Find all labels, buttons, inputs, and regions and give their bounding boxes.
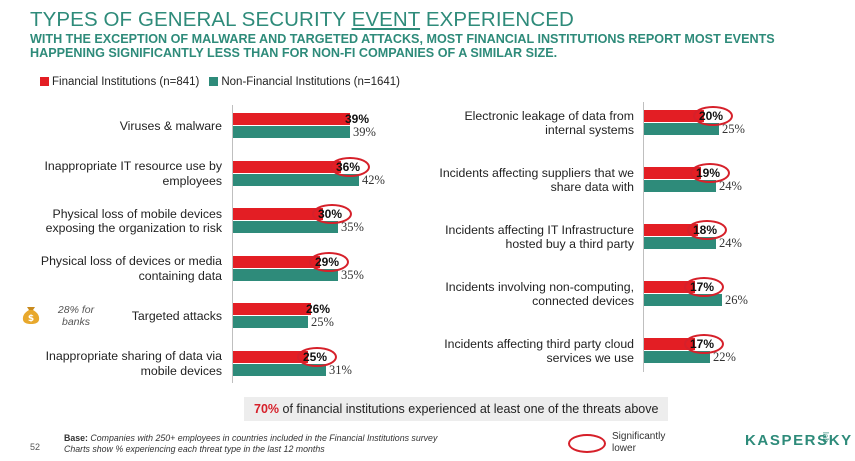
bar-fi bbox=[233, 160, 341, 173]
category-label: Inappropriate IT resource use by employe… bbox=[44, 159, 223, 188]
value-label-nonfi: 25% bbox=[722, 122, 745, 136]
kaspersky-logo: KASPERSKY bbox=[745, 432, 853, 449]
significance-ellipse bbox=[330, 156, 370, 177]
bar-nonfi bbox=[233, 268, 338, 281]
legend-item-fi: Financial Institutions (n=841) bbox=[40, 76, 199, 88]
legend-swatch-fi bbox=[40, 77, 49, 86]
bar-nonfi bbox=[233, 126, 350, 138]
callout-percent: 70% bbox=[254, 402, 280, 416]
value-label-nonfi: 35% bbox=[341, 220, 364, 234]
significance-ellipse bbox=[684, 334, 724, 354]
category-label: Physical loss of devices or media contai… bbox=[40, 254, 222, 283]
category-axis-2 bbox=[643, 102, 644, 372]
category-label: Incidents involving non-computing, conne… bbox=[445, 279, 634, 309]
bar-fi bbox=[233, 208, 323, 220]
page-subtitle: WITH THE EXCEPTION OF MALWARE AND TARGET… bbox=[30, 32, 775, 60]
banks-note: 28% for banks bbox=[57, 304, 95, 328]
category-label: Targeted attacks bbox=[131, 308, 222, 323]
category-label: Incidents affecting suppliers that we sh… bbox=[439, 165, 634, 195]
value-label-nonfi: 26% bbox=[725, 293, 748, 307]
significance-ellipse bbox=[693, 106, 733, 126]
page-number: 52 bbox=[30, 442, 41, 452]
legend-item-nonfi: Non-Financial Institutions (n=1641) bbox=[209, 76, 400, 88]
bar-fi bbox=[644, 281, 695, 293]
value-label-nonfi: 31% bbox=[329, 362, 352, 377]
value-label-nonfi: 24% bbox=[719, 179, 742, 193]
value-label-nonfi: 25% bbox=[311, 315, 334, 329]
category-label: Physical loss of mobile devices exposing… bbox=[45, 206, 222, 236]
money-bag-icon: $ bbox=[22, 307, 40, 324]
bar-nonfi bbox=[233, 316, 308, 328]
significance-ellipse bbox=[687, 220, 727, 240]
value-label-nonfi: 24% bbox=[719, 236, 742, 250]
significance-key-ellipse bbox=[568, 434, 606, 453]
category-label: Electronic leakage of data from internal… bbox=[464, 108, 634, 138]
bar-nonfi bbox=[644, 237, 716, 249]
bar-fi bbox=[233, 255, 320, 268]
significance-ellipse bbox=[684, 277, 724, 297]
page-title: TYPES OF GENERAL SECURITY EVENT EXPERIEN… bbox=[30, 8, 574, 31]
category-label: Viruses & malware bbox=[119, 118, 222, 133]
significance-ellipse bbox=[309, 251, 349, 272]
category-label: Inappropriate sharing of data via mobile… bbox=[45, 349, 222, 378]
title-event-word: EVENT bbox=[351, 8, 421, 31]
chart-legend: Financial Institutions (n=841) Non-Finan… bbox=[40, 76, 400, 88]
category-label: Incidents affecting IT Infrastructure ho… bbox=[445, 222, 634, 252]
bar-nonfi bbox=[233, 363, 326, 376]
bar-nonfi bbox=[644, 123, 719, 135]
footer-note: Base: Companies with 250+ employees in c… bbox=[64, 433, 438, 454]
bar-fi bbox=[233, 303, 311, 315]
bar-fi bbox=[644, 167, 701, 179]
significance-ellipse bbox=[690, 163, 730, 183]
bar-nonfi bbox=[644, 180, 716, 192]
kaspersky-lab-mark: lab bbox=[821, 432, 830, 443]
bar-nonfi bbox=[233, 173, 359, 186]
svg-text:$: $ bbox=[28, 314, 34, 324]
significance-ellipse bbox=[312, 204, 352, 224]
value-label-nonfi: 39% bbox=[353, 125, 376, 139]
value-label-fi: 39% bbox=[345, 112, 370, 126]
value-label-nonfi: 22% bbox=[713, 350, 736, 364]
value-label-fi: 26% bbox=[306, 302, 331, 316]
bar-fi bbox=[644, 338, 695, 350]
bar-fi bbox=[233, 113, 350, 125]
bar-nonfi bbox=[644, 351, 710, 363]
value-label-nonfi: 35% bbox=[341, 267, 364, 282]
significance-key-label: Significantly lower bbox=[612, 431, 666, 454]
significance-ellipse bbox=[297, 346, 337, 367]
bar-nonfi bbox=[233, 221, 338, 233]
category-label: Incidents affecting third party cloud se… bbox=[444, 336, 634, 366]
bar-nonfi bbox=[644, 294, 722, 306]
value-label-nonfi: 42% bbox=[362, 172, 385, 187]
category-axis-1 bbox=[232, 105, 233, 383]
summary-callout: 70% of financial institutions experience… bbox=[244, 397, 669, 421]
legend-swatch-nonfi bbox=[209, 77, 219, 86]
bar-fi bbox=[644, 224, 698, 236]
bar-fi bbox=[644, 110, 704, 122]
bar-fi bbox=[233, 350, 308, 363]
